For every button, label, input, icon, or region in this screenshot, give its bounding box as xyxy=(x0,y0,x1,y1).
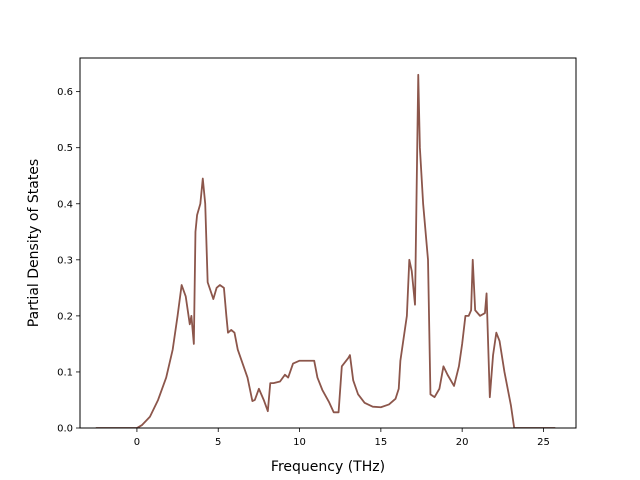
x-tick-label: 20 xyxy=(456,437,469,448)
y-tick-label: 0.0 xyxy=(57,424,73,435)
y-axis: 0.0 0.1 0.2 0.3 0.4 0.5 0.6 xyxy=(57,87,80,435)
x-axis-label: Frequency (THz) xyxy=(271,459,385,475)
y-axis-label: Partial Density of States xyxy=(26,159,42,327)
plot-frame xyxy=(79,57,577,429)
x-tick-label: 25 xyxy=(537,437,550,448)
series-layer xyxy=(95,73,556,428)
y-tick-label: 0.3 xyxy=(57,255,73,266)
y-tick-label: 0.2 xyxy=(57,311,73,322)
x-tick-label: 10 xyxy=(293,437,306,448)
y-tick-label: 0.1 xyxy=(57,367,73,378)
pdos-series-line xyxy=(95,73,556,428)
y-tick-label: 0.6 xyxy=(57,87,73,98)
y-tick-label: 0.4 xyxy=(57,199,73,210)
y-tick-label: 0.5 xyxy=(57,143,73,154)
x-tick-label: 15 xyxy=(374,437,387,448)
x-tick-label: 5 xyxy=(215,437,221,448)
x-tick-label: 0 xyxy=(134,437,140,448)
x-axis: 0 5 10 15 20 25 xyxy=(134,428,550,448)
